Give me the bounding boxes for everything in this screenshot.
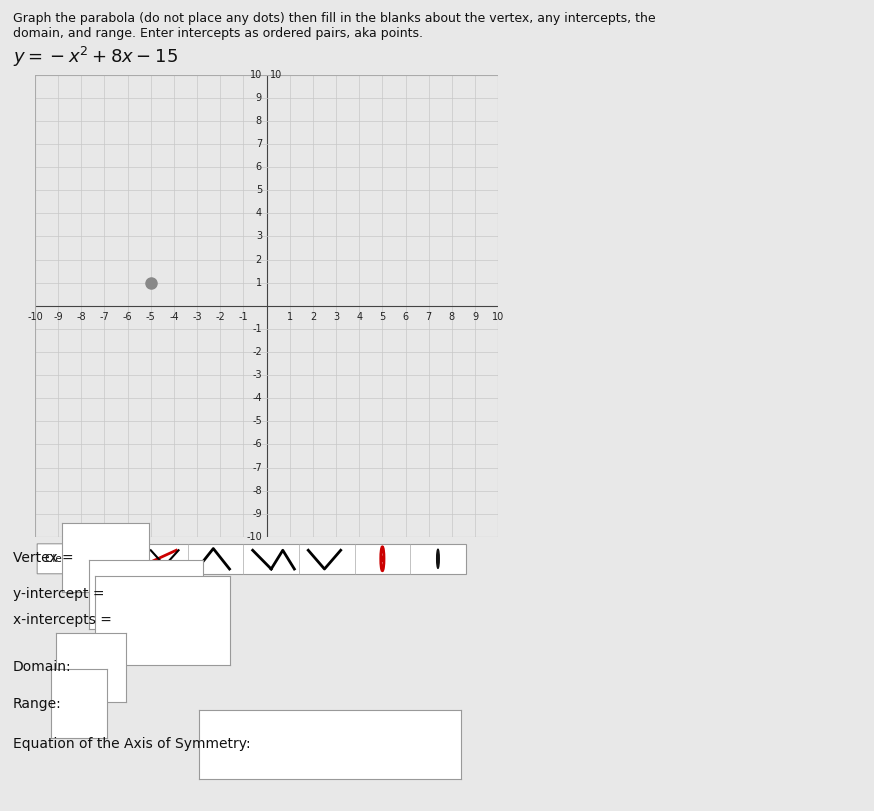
Text: 10: 10: [250, 70, 262, 79]
Text: -2: -2: [215, 311, 225, 321]
Text: Graph the parabola (do not place any dots) then fill in the blanks about the ver: Graph the parabola (do not place any dot…: [13, 12, 656, 25]
Text: domain, and range. Enter intercepts as ordered pairs, aka points.: domain, and range. Enter intercepts as o…: [13, 27, 423, 40]
FancyBboxPatch shape: [132, 544, 466, 573]
Text: y-intercept =: y-intercept =: [13, 587, 105, 601]
Text: -7: -7: [253, 462, 262, 473]
Text: -2: -2: [253, 347, 262, 357]
Text: -3: -3: [192, 311, 202, 321]
Text: -8: -8: [253, 486, 262, 496]
Text: -10: -10: [27, 311, 43, 321]
Text: -5: -5: [253, 416, 262, 427]
Text: -1: -1: [239, 311, 248, 321]
Text: Equation of the Axis of Symmetry:: Equation of the Axis of Symmetry:: [13, 737, 251, 751]
Text: x-intercepts =: x-intercepts =: [13, 613, 112, 628]
Text: 3: 3: [256, 231, 262, 242]
Text: 9: 9: [472, 311, 478, 321]
Text: 6: 6: [402, 311, 409, 321]
Text: -7: -7: [100, 311, 109, 321]
Text: 2: 2: [309, 311, 316, 321]
Circle shape: [437, 549, 440, 569]
Text: 8: 8: [256, 116, 262, 126]
Text: 4: 4: [356, 311, 363, 321]
Text: 5: 5: [379, 311, 385, 321]
Text: 1: 1: [287, 311, 293, 321]
Text: -9: -9: [53, 311, 63, 321]
Text: 7: 7: [426, 311, 432, 321]
FancyBboxPatch shape: [38, 544, 98, 573]
Text: -8: -8: [76, 311, 87, 321]
Text: 7: 7: [256, 139, 262, 149]
Text: -6: -6: [253, 440, 262, 449]
Text: -4: -4: [169, 311, 179, 321]
Text: -3: -3: [253, 370, 262, 380]
Text: 10: 10: [270, 70, 282, 79]
Text: 5: 5: [256, 185, 262, 195]
Text: 1: 1: [256, 277, 262, 288]
Text: $y = -x^2 + 8x - 15$: $y = -x^2 + 8x - 15$: [13, 45, 178, 69]
Text: -1: -1: [253, 324, 262, 334]
Text: 4: 4: [256, 208, 262, 218]
Text: -9: -9: [253, 508, 262, 519]
Text: Draw:: Draw:: [107, 554, 137, 564]
Text: -10: -10: [246, 532, 262, 542]
Text: 2: 2: [256, 255, 262, 264]
Text: 8: 8: [448, 311, 455, 321]
Text: Clear All: Clear All: [45, 554, 89, 564]
Text: 3: 3: [333, 311, 339, 321]
Text: -4: -4: [253, 393, 262, 403]
Text: -5: -5: [146, 311, 156, 321]
Text: -6: -6: [122, 311, 133, 321]
Text: 10: 10: [492, 311, 504, 321]
Text: Range:: Range:: [13, 697, 62, 710]
Text: Domain:: Domain:: [13, 660, 72, 674]
Text: Vertex =: Vertex =: [13, 551, 73, 564]
Text: 9: 9: [256, 92, 262, 103]
Text: 6: 6: [256, 162, 262, 172]
